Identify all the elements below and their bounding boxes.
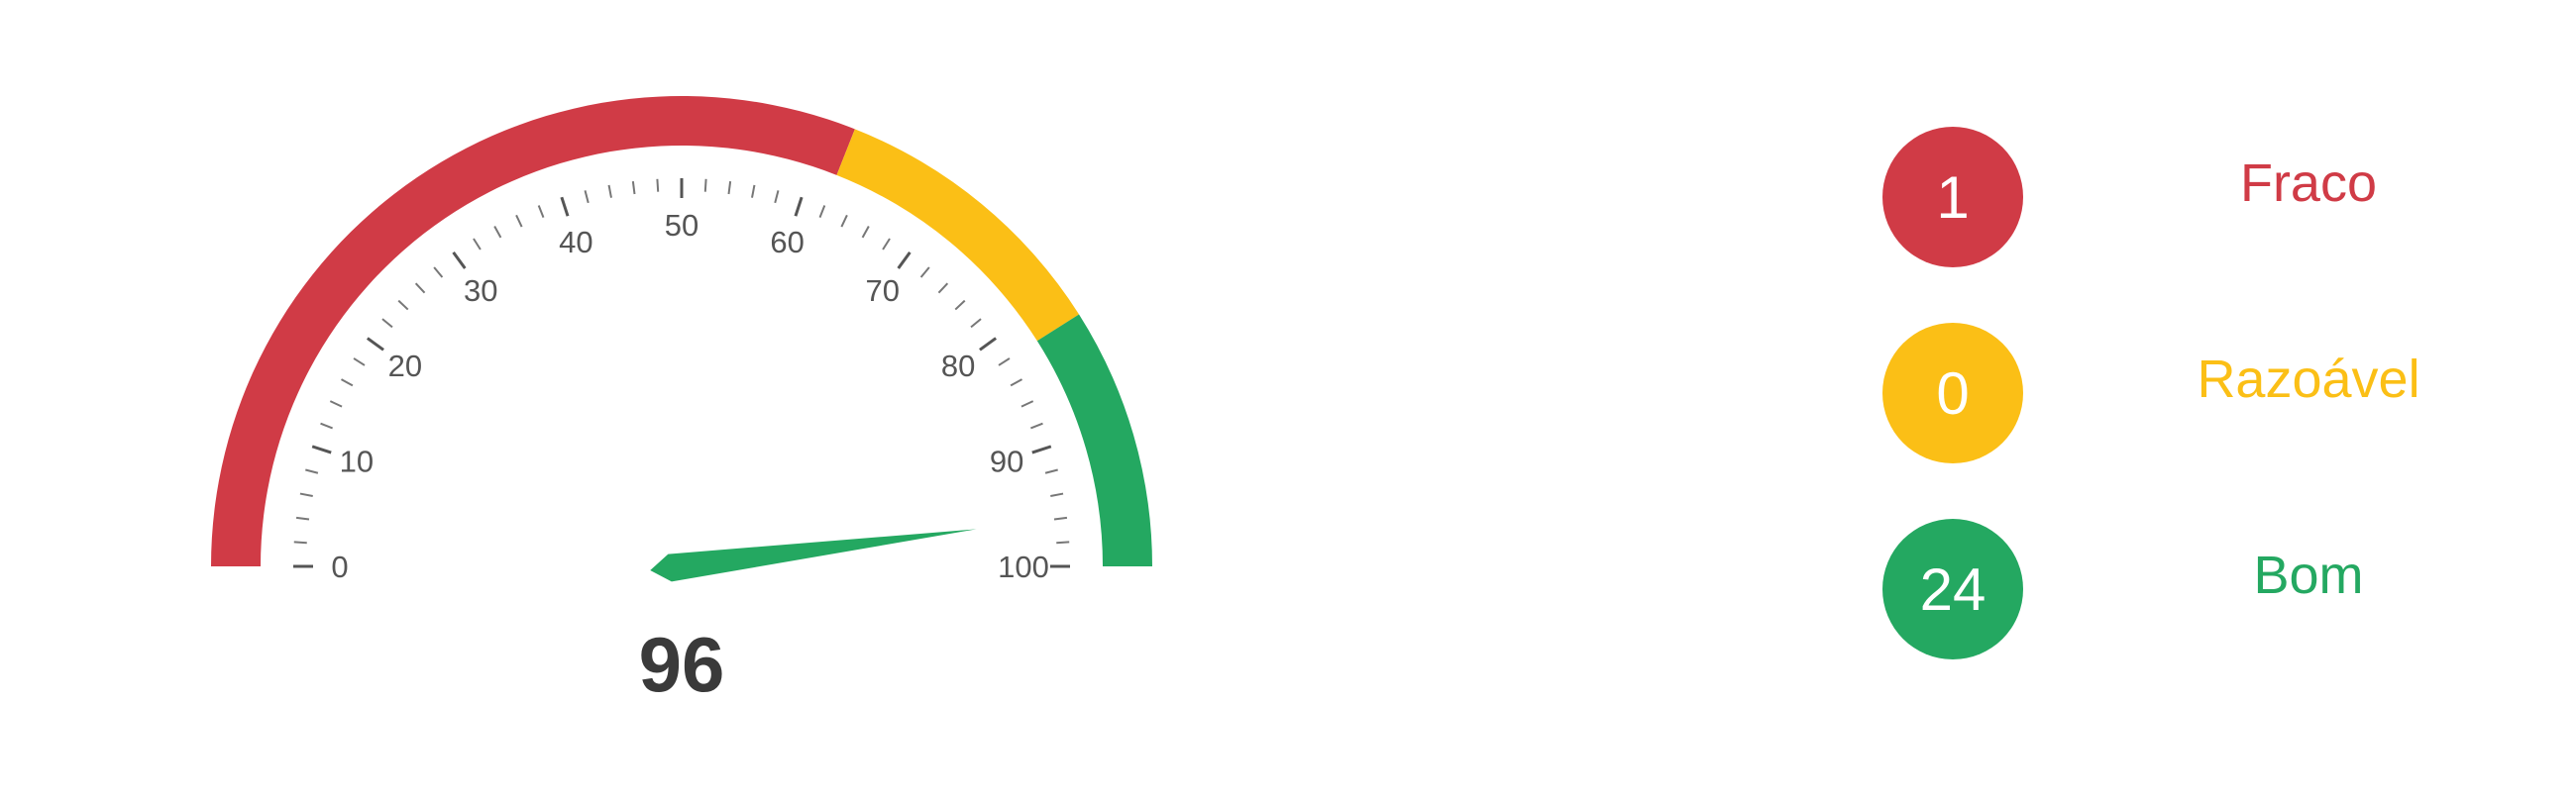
gauge-tick-label: 70: [866, 273, 900, 308]
gauge-tick: [305, 468, 319, 474]
gauge-tick: [919, 266, 930, 278]
gauge-tick: [1053, 516, 1068, 521]
gauge-tick: [560, 196, 570, 217]
gauge-tick: [998, 357, 1011, 366]
gauge-tick: [381, 318, 393, 329]
gauge-tick-label: 30: [464, 273, 497, 308]
gauge-tick: [397, 299, 409, 311]
gauge-tick: [937, 282, 949, 294]
gauge-tick: [311, 445, 332, 454]
gauge-tick: [493, 226, 502, 239]
gauge-tick: [1010, 378, 1022, 387]
gauge-tick: [897, 251, 912, 269]
gauge-band-2: [1036, 314, 1152, 566]
gauge-tick: [794, 196, 804, 217]
gauge-tick: [295, 516, 310, 521]
legend-count-bom: 24: [1882, 519, 2023, 659]
gauge-tick: [1031, 445, 1052, 454]
gauge-tick: [970, 318, 982, 329]
gauge-tick-label: 80: [941, 349, 975, 383]
gauge-tick: [1030, 422, 1043, 430]
gauge-tick: [299, 492, 313, 497]
gauge-tick: [979, 337, 998, 352]
gauge-tick: [954, 299, 966, 311]
gauge-tick: [607, 184, 612, 198]
gauge-tick: [353, 357, 366, 366]
gauge-tick: [631, 180, 636, 195]
gauge-tick: [537, 205, 545, 218]
legend-count-fraco: 1: [1882, 127, 2023, 267]
gauge-tick-label: 90: [990, 444, 1023, 478]
gauge-tick: [341, 378, 354, 387]
gauge-tick: [861, 226, 870, 239]
gauge-tick: [329, 400, 343, 408]
gauge-tick: [293, 541, 307, 545]
legend-label-fraco: Fraco: [2239, 153, 2378, 213]
gauge-tick: [452, 251, 467, 269]
gauge-tick: [727, 180, 732, 195]
gauge-needle: [650, 529, 977, 582]
gauge-tick: [774, 190, 780, 204]
gauge-tick: [473, 238, 482, 251]
gauge-tick-label: 60: [770, 225, 804, 259]
gauge-band-1: [836, 129, 1080, 342]
gauge-tick-label: 10: [340, 444, 374, 478]
gauge-tick: [1020, 400, 1034, 408]
gauge-tick-label: 50: [665, 208, 698, 243]
gauge-tick: [818, 205, 826, 218]
gauge-tick: [584, 190, 590, 204]
gauge-tick: [433, 266, 444, 278]
gauge-tick: [414, 282, 426, 294]
gauge-value: 96: [638, 621, 725, 708]
legend-label-razoavel: Razoável: [2197, 350, 2420, 409]
gauge-tick: [1050, 492, 1064, 497]
gauge-tick: [366, 337, 384, 352]
legend-count-razoavel: 0: [1882, 323, 2023, 463]
gauge-tick: [1056, 541, 1070, 545]
gauge-tick-label: 20: [388, 349, 422, 383]
gauge-tick: [656, 178, 660, 192]
gauge-tick: [320, 422, 333, 430]
gauge-tick-label: 40: [559, 225, 592, 259]
gauge-tick: [882, 238, 891, 251]
gauge-tick: [515, 214, 523, 228]
gauge-tick: [751, 184, 756, 198]
gauge-tick-label: 100: [998, 550, 1049, 584]
legend-label-bom: Bom: [2253, 546, 2364, 605]
gauge-tick: [703, 178, 707, 192]
gauge-tick: [1044, 468, 1058, 474]
gauge-tick-label: 0: [331, 550, 348, 584]
gauge-band-0: [211, 95, 855, 567]
gauge-tick: [840, 214, 848, 228]
